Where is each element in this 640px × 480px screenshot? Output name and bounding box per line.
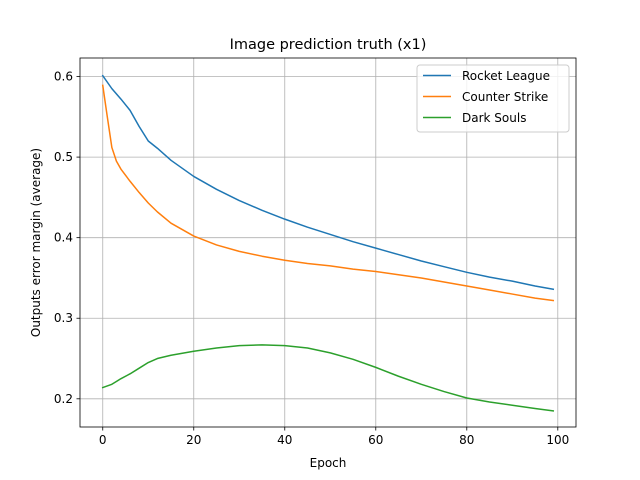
series-line-dark-souls (101, 344, 555, 412)
series-line-counter-strike (101, 84, 555, 302)
series-layer (101, 74, 555, 412)
x-tick-label: 40 (277, 433, 292, 447)
y-tick-label: 0.3 (54, 311, 73, 325)
y-axis-label: Outputs error margin (average) (29, 148, 43, 337)
x-axis-label: Epoch (310, 456, 347, 470)
y-tick-label: 0.2 (54, 392, 73, 406)
plot-frame (79, 57, 577, 428)
chart-title: Image prediction truth (x1) (230, 37, 427, 53)
x-tick-label: 100 (546, 433, 569, 447)
legend-label-counter-strike: Counter Strike (462, 90, 548, 104)
legend-label-rocket-league: Rocket League (462, 69, 550, 83)
y-tick-label: 0.4 (54, 231, 73, 245)
y-tick-label: 0.6 (54, 70, 73, 84)
x-tick-label: 60 (368, 433, 383, 447)
x-tick-label: 80 (459, 433, 474, 447)
legend-box (416, 64, 570, 133)
x-tick-label: 20 (186, 433, 201, 447)
legend: Rocket League Counter Strike Dark Souls (416, 64, 570, 133)
x-tick-label: 0 (99, 433, 107, 447)
y-tick-label: 0.5 (54, 150, 73, 164)
tick-layer: 0 20 40 60 80 100 0.2 0.3 0.4 0.5 0.6 (54, 70, 569, 447)
legend-label-dark-souls: Dark Souls (462, 111, 526, 125)
series-line-rocket-league (101, 74, 555, 291)
